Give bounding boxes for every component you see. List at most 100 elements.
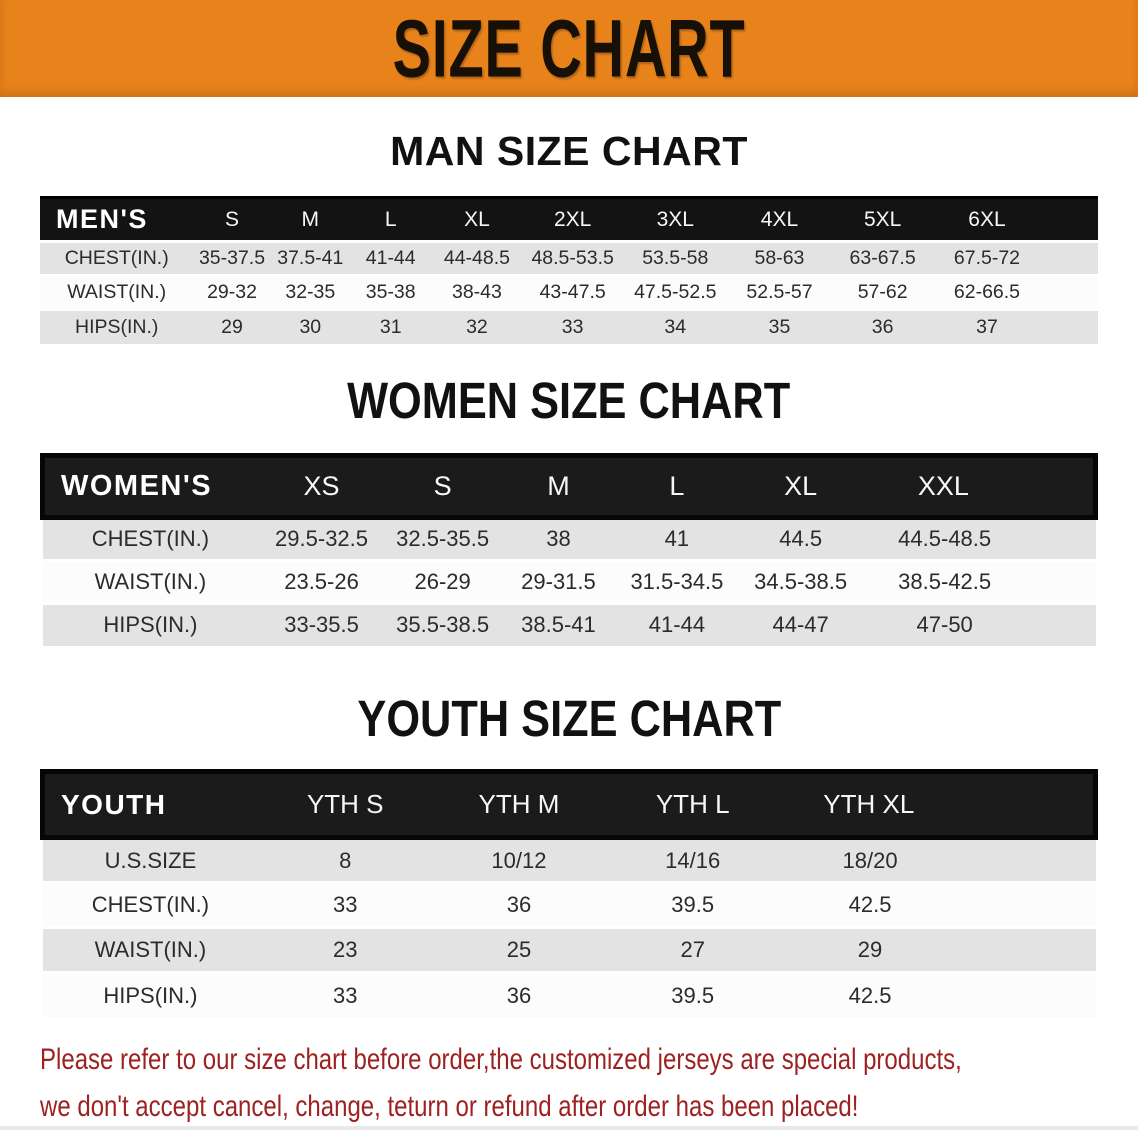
size-value: 33-35.5 bbox=[258, 601, 385, 646]
size-value: 37.5-41 bbox=[270, 240, 350, 276]
men-header-row: MEN'S S M L XL 2XL 3XL 4XL 5XL 6XL bbox=[40, 196, 1098, 243]
column-header: 5XL bbox=[831, 196, 934, 243]
size-value: 23.5-26 bbox=[258, 558, 385, 603]
row-label: WAIST(IN.) bbox=[42, 926, 259, 973]
column-header: S bbox=[193, 196, 271, 243]
table-row: WAIST(IN.) 23 25 27 29 bbox=[42, 926, 1096, 973]
table-row: WAIST(IN.) 23.5-26 26-29 29-31.5 31.5-34… bbox=[42, 558, 1096, 603]
row-label: HIPS(IN.) bbox=[40, 308, 194, 344]
women-section-title: WOMEN SIZE CHART bbox=[0, 374, 1138, 427]
column-header: XL bbox=[431, 196, 523, 243]
column-header: 4XL bbox=[727, 196, 832, 243]
size-value: 62-66.5 bbox=[933, 274, 1098, 310]
size-value: 36 bbox=[432, 881, 606, 928]
size-value: 27 bbox=[605, 926, 780, 973]
size-value: 29-31.5 bbox=[500, 558, 617, 603]
size-value: 31 bbox=[349, 308, 432, 344]
size-value: 14/16 bbox=[605, 836, 780, 883]
column-header: YTH XL bbox=[779, 769, 1098, 840]
size-value: 67.5-72 bbox=[933, 240, 1098, 276]
size-value: 47.5-52.5 bbox=[622, 274, 728, 310]
column-header: 6XL bbox=[933, 196, 1098, 243]
size-value: 35 bbox=[727, 308, 832, 344]
size-value: 35-38 bbox=[349, 274, 432, 310]
youth-section-title: YOUTH SIZE CHART bbox=[0, 692, 1138, 745]
youth-size-section: YOUTH SIZE CHART YOUTH YTH S YTH M YTH L… bbox=[0, 692, 1138, 1018]
size-value: 42.5 bbox=[779, 971, 1096, 1018]
size-value: 29.5-32.5 bbox=[258, 515, 385, 560]
column-header: M bbox=[270, 196, 350, 243]
column-header: XL bbox=[737, 452, 864, 520]
women-size-table: WOMEN'S XS S M L XL XXL CHEST(IN.) 29.5-… bbox=[40, 452, 1098, 646]
size-value: 29 bbox=[779, 926, 1096, 973]
size-value: 29-32 bbox=[193, 274, 271, 310]
size-value: 34.5-38.5 bbox=[737, 558, 864, 603]
men-size-section: MAN SIZE CHART MEN'S S M L XL 2XL 3XL 4X… bbox=[0, 127, 1138, 344]
disclaimer-line-2: we don't accept cancel, change, teturn o… bbox=[40, 1089, 859, 1123]
size-value: 32 bbox=[431, 308, 523, 344]
size-value: 44.5-48.5 bbox=[863, 515, 1096, 560]
size-value: 32-35 bbox=[270, 274, 350, 310]
size-value: 37 bbox=[933, 308, 1098, 344]
column-header: YTH M bbox=[432, 769, 606, 840]
size-value: 33 bbox=[522, 308, 623, 344]
size-value: 32.5-35.5 bbox=[384, 515, 501, 560]
size-value: 43-47.5 bbox=[522, 274, 623, 310]
size-value: 41-44 bbox=[616, 601, 738, 646]
size-value: 34 bbox=[622, 308, 728, 344]
size-value: 36 bbox=[432, 971, 606, 1018]
table-row: U.S.SIZE 8 10/12 14/16 18/20 bbox=[42, 836, 1096, 883]
column-header: XXL bbox=[863, 452, 1098, 520]
row-label: WAIST(IN.) bbox=[42, 558, 259, 603]
size-value: 35.5-38.5 bbox=[384, 601, 501, 646]
size-value: 44.5 bbox=[737, 515, 864, 560]
size-value: 38.5-41 bbox=[500, 601, 617, 646]
column-header: YTH L bbox=[605, 769, 780, 840]
column-header: MEN'S bbox=[40, 196, 194, 243]
row-label: WAIST(IN.) bbox=[40, 274, 194, 310]
column-header: S bbox=[384, 452, 501, 520]
column-header: XS bbox=[258, 452, 385, 520]
size-value: 38 bbox=[500, 515, 617, 560]
size-value: 48.5-53.5 bbox=[522, 240, 623, 276]
table-row: HIPS(IN.) 33-35.5 35.5-38.5 38.5-41 41-4… bbox=[42, 601, 1096, 646]
size-value: 38.5-42.5 bbox=[863, 558, 1096, 603]
size-value: 44-48.5 bbox=[431, 240, 523, 276]
size-value: 29 bbox=[193, 308, 271, 344]
table-row: CHEST(IN.) 35-37.5 37.5-41 41-44 44-48.5… bbox=[40, 240, 1098, 276]
size-value: 8 bbox=[258, 836, 433, 883]
column-header: M bbox=[500, 452, 617, 520]
size-value: 10/12 bbox=[432, 836, 606, 883]
youth-section-title-text: YOUTH SIZE CHART bbox=[357, 690, 781, 747]
table-row: HIPS(IN.) 29 30 31 32 33 34 35 36 37 bbox=[40, 308, 1098, 344]
women-size-section: WOMEN SIZE CHART WOMEN'S XS S M L XL XXL… bbox=[0, 374, 1138, 646]
size-value: 52.5-57 bbox=[727, 274, 832, 310]
size-value: 38-43 bbox=[431, 274, 523, 310]
row-label: CHEST(IN.) bbox=[40, 240, 194, 276]
table-row: WAIST(IN.) 29-32 32-35 35-38 38-43 43-47… bbox=[40, 274, 1098, 310]
size-value: 35-37.5 bbox=[193, 240, 271, 276]
youth-size-table: YOUTH YTH S YTH M YTH L YTH XL U.S.SIZE … bbox=[40, 769, 1098, 1018]
column-header: YTH S bbox=[258, 769, 433, 840]
row-label: HIPS(IN.) bbox=[42, 601, 259, 646]
size-value: 33 bbox=[258, 881, 433, 928]
row-label: U.S.SIZE bbox=[42, 836, 259, 883]
size-value: 57-62 bbox=[831, 274, 934, 310]
row-label: HIPS(IN.) bbox=[42, 971, 259, 1018]
size-value: 31.5-34.5 bbox=[616, 558, 738, 603]
size-value: 30 bbox=[270, 308, 350, 344]
men-size-table: MEN'S S M L XL 2XL 3XL 4XL 5XL 6XL CHEST… bbox=[40, 196, 1098, 344]
size-value: 25 bbox=[432, 926, 606, 973]
disclaimer: Please refer to our size chart before or… bbox=[40, 1036, 1138, 1130]
size-value: 63-67.5 bbox=[831, 240, 934, 276]
column-header: 3XL bbox=[622, 196, 728, 243]
banner-title: SIZE CHART bbox=[392, 2, 746, 94]
size-value: 18/20 bbox=[779, 836, 1096, 883]
size-value: 26-29 bbox=[384, 558, 501, 603]
column-header: L bbox=[616, 452, 738, 520]
table-row: CHEST(IN.) 33 36 39.5 42.5 bbox=[42, 881, 1096, 928]
size-value: 33 bbox=[258, 971, 433, 1018]
table-row: CHEST(IN.) 29.5-32.5 32.5-35.5 38 41 44.… bbox=[42, 515, 1096, 560]
youth-header-row: YOUTH YTH S YTH M YTH L YTH XL bbox=[40, 769, 1098, 840]
column-header: WOMEN'S bbox=[40, 452, 259, 520]
